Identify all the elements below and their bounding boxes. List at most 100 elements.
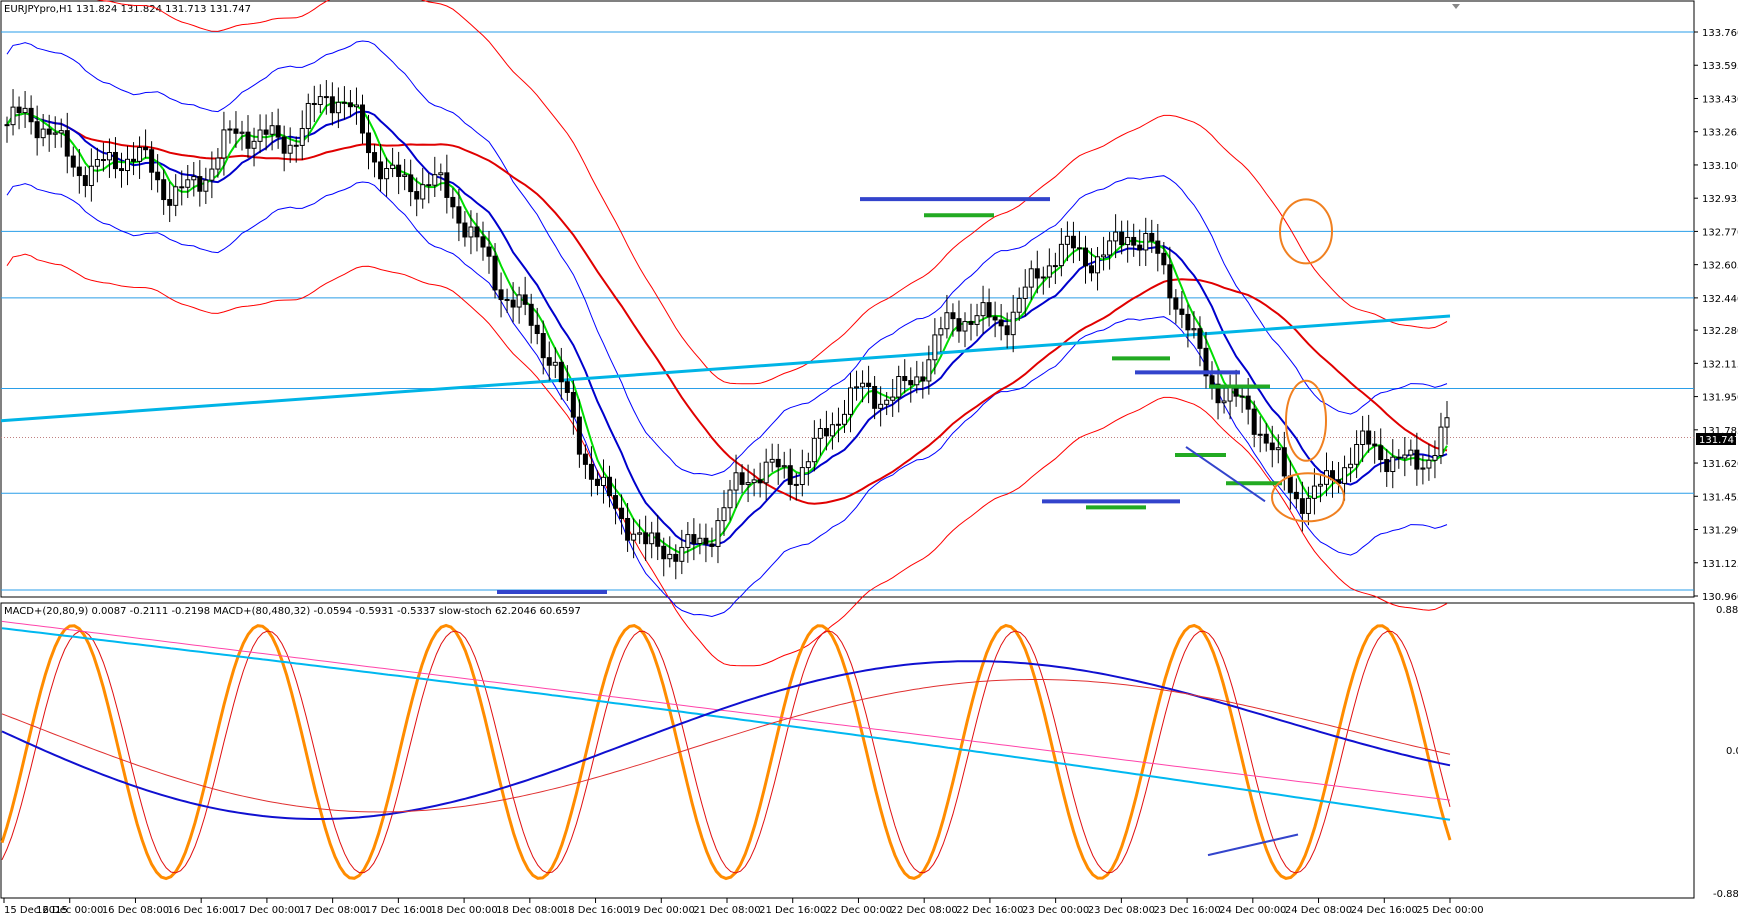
macd-slow-line [1, 627, 1451, 821]
candle-body [588, 463, 594, 480]
candle-body [28, 107, 34, 123]
candle-body [902, 376, 908, 382]
time-tick-label: 19 Dec 00:00 [628, 905, 695, 916]
candle-body [1372, 443, 1378, 447]
candle-body [745, 482, 751, 485]
candle-body [203, 179, 209, 192]
candle-body [498, 289, 504, 300]
candle-body [94, 159, 100, 167]
candle-body [564, 381, 570, 393]
candle-body [317, 96, 323, 105]
price-tick-label: 130.960 [1702, 592, 1738, 603]
time-tick-label: 24 Dec 16:00 [1351, 905, 1418, 916]
candle-body [384, 168, 390, 180]
candle-body [1342, 467, 1348, 484]
candle-body [269, 125, 275, 135]
candle-body [1444, 417, 1450, 428]
candle-body [938, 328, 944, 336]
highlight-circle [1271, 472, 1345, 523]
candle-body [787, 465, 793, 485]
candle-body [263, 129, 269, 135]
candle-body [16, 106, 22, 114]
candle-body [962, 321, 968, 332]
annotations[interactable] [497, 197, 1345, 594]
candle-body [1179, 308, 1185, 315]
candle-body [763, 461, 769, 484]
candle-body [1113, 231, 1119, 242]
candle-body [697, 537, 703, 544]
candle-body [546, 357, 552, 366]
price-indicator-curves [0, 0, 1451, 667]
candle-body [558, 361, 564, 383]
candle-body [100, 159, 106, 162]
candle-body [432, 174, 438, 186]
candle-body [347, 102, 353, 108]
candle-body [890, 396, 896, 401]
price-tick-label: 132.280 [1702, 326, 1738, 337]
candle-body [281, 136, 287, 154]
macd-slow-signal-line [1, 620, 1451, 801]
candle-body [793, 483, 799, 486]
candle-body [131, 158, 137, 162]
candle-body [534, 324, 540, 335]
candle-body [625, 517, 631, 541]
candle-body [1149, 232, 1155, 242]
candle-body [860, 382, 866, 388]
time-tick-label: 22 Dec 00:00 [825, 905, 892, 916]
candle-body [1040, 276, 1046, 279]
candle-body [950, 312, 956, 320]
horizontal-levels[interactable] [1, 31, 1694, 591]
candle-body [715, 520, 721, 547]
time-tick-label: 16 Dec 00:00 [36, 905, 103, 916]
candle-body [335, 101, 341, 114]
price-tick-label: 131.290 [1702, 526, 1738, 537]
candle-body [46, 128, 52, 135]
candle-body [438, 172, 444, 176]
candle-body [323, 96, 329, 99]
candle-body [1209, 375, 1215, 385]
candle-body [607, 476, 613, 497]
candle-body [341, 101, 347, 104]
candle-body [817, 428, 823, 439]
collapse-arrow-icon[interactable] [1452, 4, 1460, 9]
candle-body [631, 533, 637, 541]
candle-body [1137, 244, 1143, 251]
candle-body [1203, 347, 1209, 377]
candle-body [426, 184, 432, 187]
candle-body [685, 534, 691, 548]
price-axis: 133.760 133.595 133.430 133.265 133.100 132.9… [1694, 28, 1738, 603]
candle-body [510, 299, 516, 308]
candle-body [986, 302, 992, 318]
candle-body [896, 376, 902, 398]
candle-body [1095, 256, 1101, 274]
candle-body [1101, 254, 1107, 258]
chart-header-label: EURJPYpro,H1 131.824 131.824 131.713 131… [4, 4, 251, 15]
candle-body [227, 128, 233, 131]
candle-body [1215, 383, 1221, 404]
candle-body [1378, 445, 1384, 461]
time-tick-label: 22 Dec 08:00 [891, 905, 958, 916]
candle-body [1257, 433, 1263, 436]
macd-fast-line [1, 660, 1451, 820]
time-tick-label: 16 Dec 08:00 [102, 905, 169, 916]
candle-body [661, 545, 667, 560]
candle-body [974, 315, 980, 325]
indicator-window-frame [0, 602, 1695, 899]
time-tick-label: 21 Dec 16:00 [759, 905, 826, 916]
indicator-axis-zero: 0.00 [1726, 746, 1738, 757]
candle-body [396, 164, 402, 177]
candle-body [920, 376, 926, 382]
candle-body [1119, 231, 1125, 246]
candle-body [221, 129, 227, 159]
candle-body [823, 428, 829, 437]
time-tick-label: 18 Dec 00:00 [430, 905, 497, 916]
time-tick-label: 16 Dec 16:00 [168, 905, 235, 916]
candle-body [619, 507, 625, 519]
candle-body [998, 319, 1004, 327]
candle-body [456, 206, 462, 224]
candle-body [287, 144, 293, 154]
candle-body [359, 104, 365, 134]
candle-body [179, 186, 185, 189]
candle-body [643, 532, 649, 545]
